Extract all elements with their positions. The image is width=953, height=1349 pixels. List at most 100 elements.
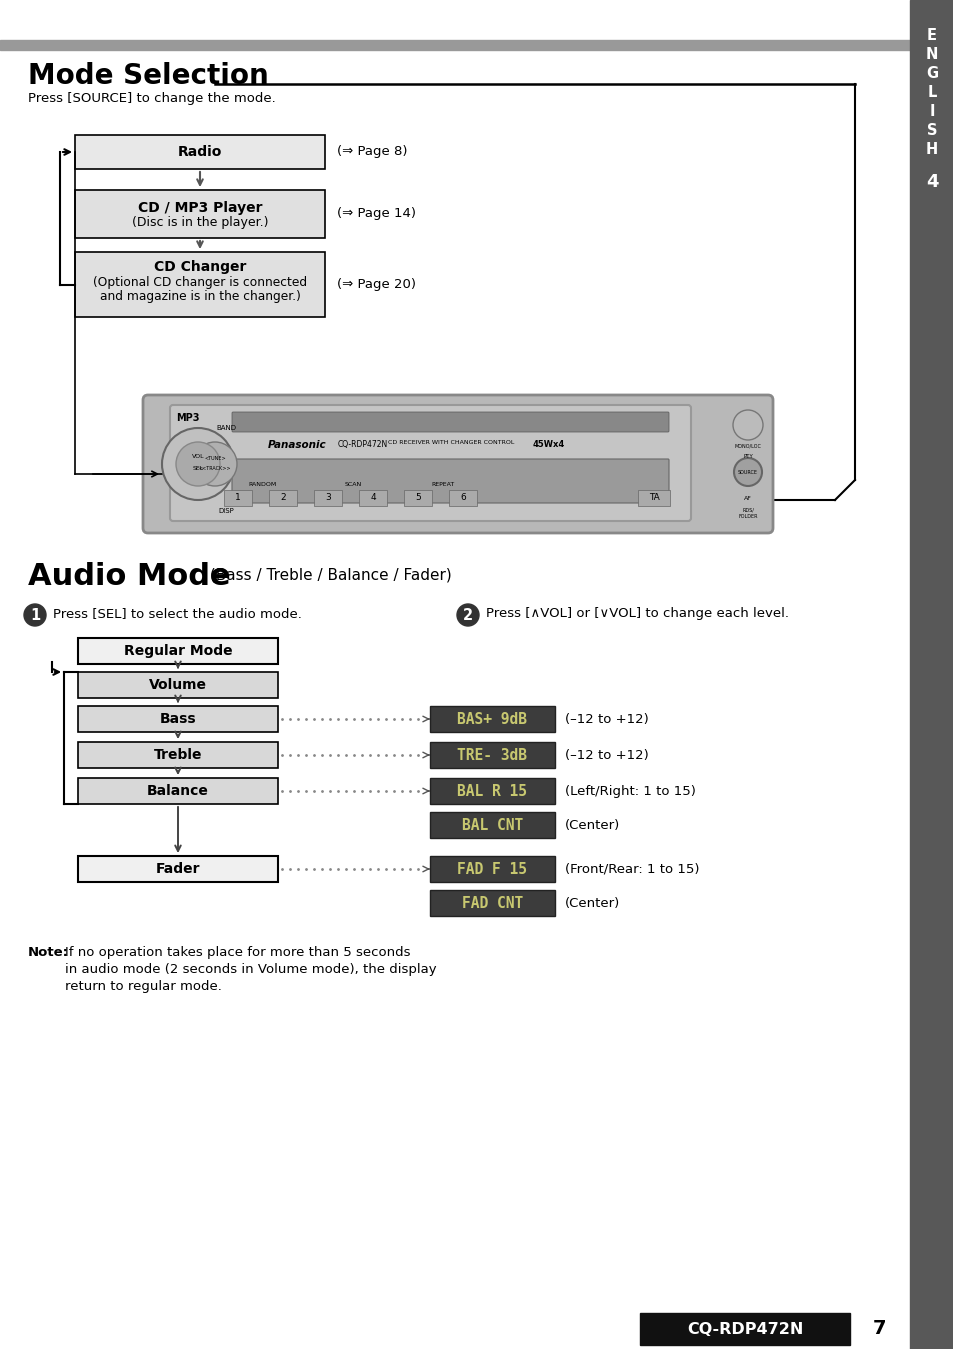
Text: 4: 4	[370, 494, 375, 502]
FancyBboxPatch shape	[75, 135, 325, 169]
Text: <<TRACK>>: <<TRACK>>	[198, 467, 231, 472]
FancyBboxPatch shape	[143, 395, 772, 533]
Bar	[403, 490, 432, 506]
Text: (Disc is in the player.): (Disc is in the player.)	[132, 216, 268, 229]
Text: SEL: SEL	[193, 465, 203, 471]
Text: CQ-RDP472N: CQ-RDP472N	[686, 1322, 802, 1337]
Text: S: S	[925, 123, 936, 138]
Text: (Left/Right: 1 to 15): (Left/Right: 1 to 15)	[564, 785, 695, 797]
Bar	[430, 857, 555, 882]
Text: L: L	[926, 85, 936, 100]
Text: PTY: PTY	[742, 455, 752, 459]
Text: Audio Mode: Audio Mode	[28, 563, 231, 591]
Bar	[0, 40, 909, 50]
Bar	[430, 742, 555, 768]
Text: Note:: Note:	[28, 946, 69, 959]
Text: 1: 1	[234, 494, 240, 502]
Text: Bass: Bass	[159, 712, 196, 726]
Text: Treble: Treble	[153, 747, 202, 762]
Text: REPEAT: REPEAT	[431, 483, 455, 487]
Bar	[78, 742, 277, 768]
Text: (Center): (Center)	[564, 897, 619, 909]
Bar	[269, 490, 296, 506]
Text: N: N	[924, 47, 937, 62]
FancyBboxPatch shape	[75, 190, 325, 237]
Circle shape	[456, 604, 478, 626]
Text: MONO/LOC: MONO/LOC	[734, 444, 760, 449]
Text: VOL: VOL	[192, 455, 204, 460]
Text: 4: 4	[924, 173, 937, 192]
Text: 5: 5	[415, 494, 420, 502]
Text: (Optional CD changer is connected: (Optional CD changer is connected	[92, 277, 307, 289]
Text: BAL CNT: BAL CNT	[461, 817, 522, 832]
Text: and magazine is in the changer.): and magazine is in the changer.)	[99, 290, 300, 304]
Text: Press [SEL] to select the audio mode.: Press [SEL] to select the audio mode.	[53, 607, 301, 621]
Circle shape	[162, 428, 233, 500]
Text: Regular Mode: Regular Mode	[124, 643, 233, 658]
Text: CD / MP3 Player: CD / MP3 Player	[137, 201, 262, 214]
Text: MP3: MP3	[175, 413, 199, 424]
Bar	[639, 1313, 849, 1345]
Text: Press [∧VOL] or [∨VOL] to change each level.: Press [∧VOL] or [∨VOL] to change each le…	[485, 607, 788, 621]
Text: 45Wx4: 45Wx4	[533, 440, 565, 449]
Text: Mode Selection: Mode Selection	[28, 62, 269, 90]
Bar	[78, 638, 277, 664]
FancyBboxPatch shape	[232, 459, 668, 503]
Text: (Bass / Treble / Balance / Fader): (Bass / Treble / Balance / Fader)	[205, 568, 452, 583]
Bar	[638, 490, 669, 506]
Circle shape	[193, 442, 236, 486]
Text: BAL R 15: BAL R 15	[457, 784, 527, 799]
Text: Volume: Volume	[149, 679, 207, 692]
Text: (–12 to +12): (–12 to +12)	[564, 749, 648, 761]
FancyBboxPatch shape	[75, 252, 325, 317]
Text: (⇒ Page 8): (⇒ Page 8)	[336, 146, 407, 158]
Text: (–12 to +12): (–12 to +12)	[564, 712, 648, 726]
Text: RDS/
FOLDER: RDS/ FOLDER	[738, 509, 757, 519]
Text: DISP: DISP	[218, 509, 233, 514]
Bar	[224, 490, 252, 506]
Text: TRE- 3dB: TRE- 3dB	[457, 747, 527, 762]
Text: Radio: Radio	[177, 144, 222, 159]
Text: CQ-RDP472N: CQ-RDP472N	[337, 440, 388, 449]
FancyBboxPatch shape	[232, 411, 668, 432]
Text: FAD F 15: FAD F 15	[457, 862, 527, 877]
Circle shape	[732, 410, 762, 440]
FancyBboxPatch shape	[170, 405, 690, 521]
Bar	[449, 490, 476, 506]
Text: CD RECEIVER WITH CHANGER CONTROL: CD RECEIVER WITH CHANGER CONTROL	[388, 440, 514, 445]
Circle shape	[24, 604, 46, 626]
Text: 2: 2	[280, 494, 286, 502]
Bar	[430, 890, 555, 916]
Bar	[78, 672, 277, 697]
Text: Fader: Fader	[155, 862, 200, 876]
Text: 3: 3	[325, 494, 331, 502]
Bar	[314, 490, 341, 506]
Text: G: G	[925, 66, 937, 81]
Bar	[909, 0, 953, 1349]
Bar	[78, 857, 277, 882]
Text: TA: TA	[648, 494, 659, 502]
Bar	[358, 490, 387, 506]
Text: I: I	[928, 104, 934, 119]
Text: 1: 1	[30, 607, 40, 622]
Circle shape	[733, 459, 761, 486]
Text: H: H	[925, 142, 937, 156]
Bar	[430, 706, 555, 733]
Circle shape	[175, 442, 220, 486]
Text: <TUNE>: <TUNE>	[204, 456, 226, 461]
Text: 6: 6	[459, 494, 465, 502]
Text: (Center): (Center)	[564, 819, 619, 831]
Bar	[430, 812, 555, 838]
Text: Press [SOURCE] to change the mode.: Press [SOURCE] to change the mode.	[28, 92, 275, 105]
Text: FAD CNT: FAD CNT	[461, 896, 522, 911]
Text: Balance: Balance	[147, 784, 209, 799]
Text: (Front/Rear: 1 to 15): (Front/Rear: 1 to 15)	[564, 862, 699, 876]
Text: SCAN: SCAN	[344, 483, 361, 487]
Text: E: E	[926, 28, 936, 43]
Text: (⇒ Page 14): (⇒ Page 14)	[336, 208, 416, 220]
Text: CD Changer: CD Changer	[153, 260, 246, 274]
Text: (⇒ Page 20): (⇒ Page 20)	[336, 278, 416, 291]
Text: RANDOM: RANDOM	[249, 483, 276, 487]
Bar	[430, 778, 555, 804]
Text: BAS+ 9dB: BAS+ 9dB	[457, 711, 527, 727]
